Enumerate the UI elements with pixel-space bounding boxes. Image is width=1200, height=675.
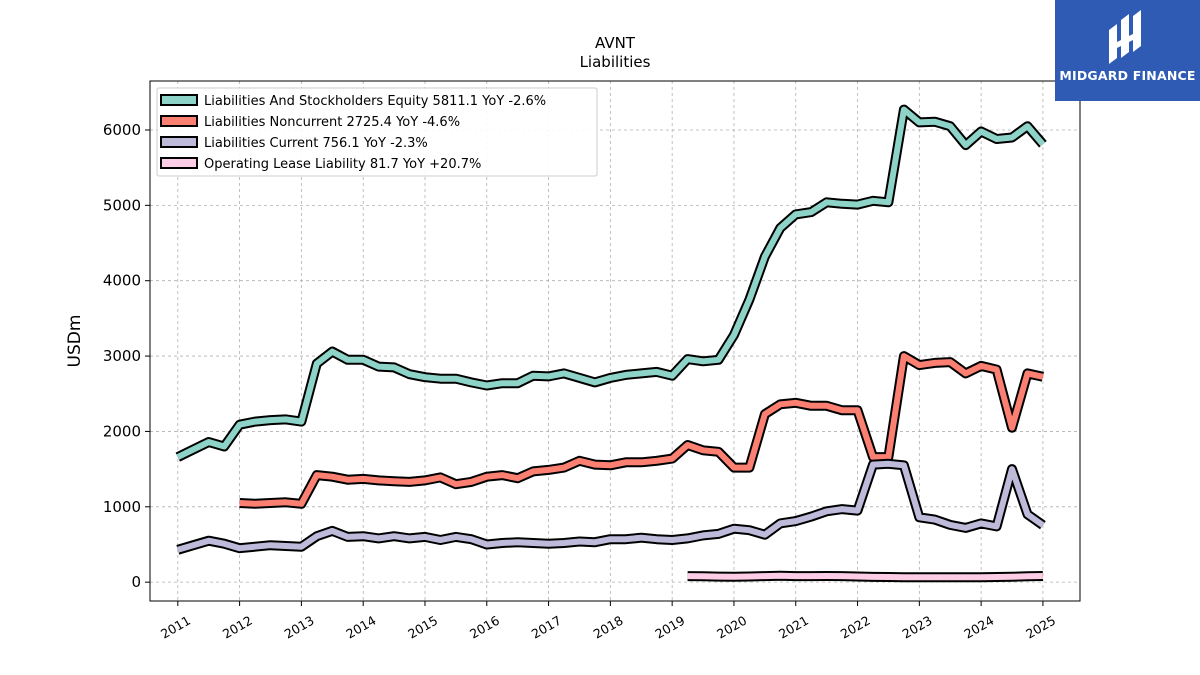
legend-item: Operating Lease Liability 81.7 YoY +20.7… [160,157,481,172]
y-tick-label: 3000 [103,347,141,365]
y-tick-label: 0 [131,573,141,591]
x-tick-label: 2017 [529,613,564,642]
legend-label: Liabilities Current 756.1 YoY -2.3% [204,136,428,151]
x-tick-label: 2022 [838,613,873,642]
series-line [176,458,1046,555]
x-tick-label: 2015 [405,613,440,642]
series-line [687,570,1043,583]
legend-item: Liabilities Noncurrent 2725.4 YoY -4.6% [160,115,460,130]
x-tick-label: 2011 [158,613,193,642]
y-tick-label: 5000 [103,196,141,214]
plot-frame [149,80,1081,602]
legend-label: Liabilities And Stockholders Equity 5811… [204,94,546,109]
legend: Liabilities And Stockholders Equity 5811… [156,87,598,177]
chart-title: AVNT [595,34,636,52]
legend-box [156,87,598,177]
x-tick-label: 2013 [282,613,317,642]
y-tick-label: 4000 [103,272,141,290]
x-tick-label: 2020 [714,613,749,642]
legend-swatch [160,94,198,106]
x-axis: 2011 2012 2013 2014 2015 2016 2017 2018 2019 2020… [158,601,1058,642]
series-layer [175,104,1047,583]
legend-label: Liabilities Noncurrent 2725.4 YoY -4.6% [204,115,460,130]
midgard-finance-logo: MIDGARD FINANCE [1055,0,1200,101]
y-axis-label: USDm [65,315,85,368]
chart-subtitle: Liabilities [580,53,651,71]
y-tick-label: 2000 [103,422,141,440]
legend-swatch [160,136,198,148]
y-axis: 0 1000 2000 3000 4000 5000 6000 [103,121,150,591]
series-line [175,104,1047,462]
legend-swatch [160,157,198,169]
x-tick-label: 2023 [900,613,935,642]
series-line-stroke [176,460,1045,553]
logo-text: MIDGARD FINANCE [1059,68,1196,83]
series-line-stroke [687,572,1043,581]
x-tick-label: 2019 [652,613,687,642]
legend-item: Liabilities And Stockholders Equity 5811… [160,94,546,109]
y-tick-label: 6000 [103,121,141,139]
legend-label: Operating Lease Liability 81.7 YoY +20.7… [204,157,481,172]
x-tick-label: 2014 [343,613,378,642]
series-line-stroke [176,106,1046,460]
x-tick-label: 2024 [961,613,996,642]
x-tick-label: 2025 [1023,613,1058,642]
series-line-stroke [239,353,1044,507]
x-tick-label: 2021 [776,613,811,642]
x-tick-label: 2018 [591,613,626,642]
y-tick-label: 1000 [103,498,141,516]
logo-mark-icon [1109,10,1141,64]
x-tick-label: 2016 [467,613,502,642]
legend-swatch [160,115,198,127]
x-tick-label: 2012 [220,613,255,642]
legend-item: Liabilities Current 756.1 YoY -2.3% [160,136,428,151]
series-line [239,351,1044,509]
